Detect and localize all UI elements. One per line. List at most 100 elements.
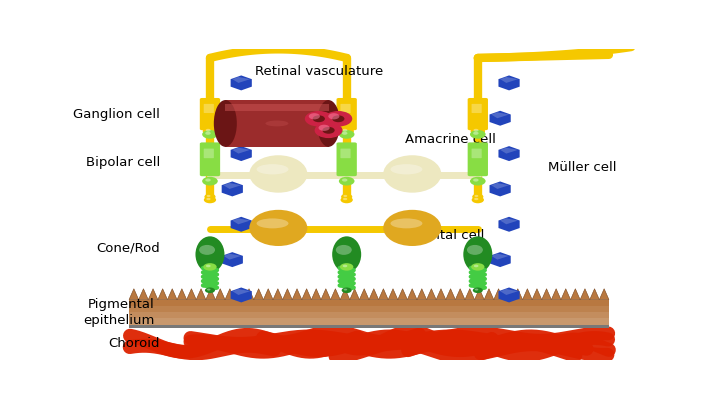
FancyBboxPatch shape xyxy=(204,149,214,158)
Ellipse shape xyxy=(336,245,352,255)
Circle shape xyxy=(318,125,330,131)
Polygon shape xyxy=(561,289,570,300)
Polygon shape xyxy=(233,148,250,153)
Polygon shape xyxy=(408,289,417,300)
Circle shape xyxy=(342,132,348,135)
Polygon shape xyxy=(139,289,148,300)
Polygon shape xyxy=(233,77,250,83)
Polygon shape xyxy=(225,289,235,300)
Bar xyxy=(129,306,609,312)
FancyBboxPatch shape xyxy=(200,98,220,130)
Polygon shape xyxy=(302,289,312,300)
Circle shape xyxy=(472,196,484,203)
Ellipse shape xyxy=(199,245,215,255)
Circle shape xyxy=(323,127,335,134)
Text: Cone/Rod: Cone/Rod xyxy=(96,242,160,255)
Circle shape xyxy=(328,113,339,119)
Circle shape xyxy=(471,127,485,135)
Text: Bipolar cell: Bipolar cell xyxy=(86,156,160,169)
Circle shape xyxy=(204,196,216,203)
Polygon shape xyxy=(513,289,523,300)
Circle shape xyxy=(205,179,211,181)
Polygon shape xyxy=(532,289,541,300)
FancyBboxPatch shape xyxy=(336,143,357,176)
Ellipse shape xyxy=(332,237,361,273)
Circle shape xyxy=(342,288,351,293)
Polygon shape xyxy=(341,289,350,300)
Ellipse shape xyxy=(463,237,492,273)
Polygon shape xyxy=(494,289,503,300)
Ellipse shape xyxy=(390,218,423,228)
Polygon shape xyxy=(223,183,241,189)
Polygon shape xyxy=(230,288,252,303)
Bar xyxy=(129,318,609,324)
Circle shape xyxy=(340,263,354,271)
FancyBboxPatch shape xyxy=(336,98,357,130)
Polygon shape xyxy=(498,288,520,303)
Ellipse shape xyxy=(256,218,289,228)
Circle shape xyxy=(202,177,217,185)
Polygon shape xyxy=(359,289,369,300)
Circle shape xyxy=(339,130,354,139)
Polygon shape xyxy=(206,289,215,300)
Polygon shape xyxy=(230,146,252,161)
Polygon shape xyxy=(503,289,513,300)
FancyBboxPatch shape xyxy=(468,143,488,176)
Circle shape xyxy=(474,195,478,197)
Polygon shape xyxy=(541,289,552,300)
Circle shape xyxy=(339,127,354,135)
Polygon shape xyxy=(498,217,520,232)
Circle shape xyxy=(474,198,478,200)
Text: Müller cell: Müller cell xyxy=(547,161,616,174)
Polygon shape xyxy=(484,289,494,300)
Circle shape xyxy=(473,132,479,135)
FancyBboxPatch shape xyxy=(341,104,351,113)
Polygon shape xyxy=(350,289,359,300)
Polygon shape xyxy=(129,289,139,300)
Circle shape xyxy=(207,195,210,197)
Text: Ganglion cell: Ganglion cell xyxy=(73,108,160,121)
Bar xyxy=(129,300,609,306)
Polygon shape xyxy=(523,289,532,300)
Circle shape xyxy=(342,129,348,132)
Circle shape xyxy=(342,179,348,181)
Polygon shape xyxy=(490,181,510,196)
Circle shape xyxy=(470,130,485,139)
Circle shape xyxy=(203,127,217,135)
Text: Choroid: Choroid xyxy=(108,337,160,350)
Polygon shape xyxy=(446,289,455,300)
Circle shape xyxy=(324,111,352,126)
Circle shape xyxy=(343,264,347,267)
Polygon shape xyxy=(264,289,273,300)
Circle shape xyxy=(339,177,354,185)
Ellipse shape xyxy=(256,164,289,175)
Polygon shape xyxy=(490,111,510,126)
Polygon shape xyxy=(222,111,243,126)
Circle shape xyxy=(341,196,353,203)
Polygon shape xyxy=(233,218,250,224)
Polygon shape xyxy=(222,252,243,267)
Polygon shape xyxy=(222,181,243,196)
Circle shape xyxy=(207,289,210,290)
Polygon shape xyxy=(590,289,599,300)
Ellipse shape xyxy=(214,100,237,147)
Polygon shape xyxy=(426,289,436,300)
Circle shape xyxy=(312,115,325,122)
Circle shape xyxy=(202,130,217,139)
Circle shape xyxy=(205,132,211,135)
Polygon shape xyxy=(498,146,520,161)
Bar xyxy=(129,300,609,324)
Circle shape xyxy=(305,111,333,126)
Circle shape xyxy=(332,115,344,122)
Polygon shape xyxy=(215,289,225,300)
Circle shape xyxy=(206,129,211,132)
Polygon shape xyxy=(500,148,518,153)
FancyBboxPatch shape xyxy=(472,104,482,113)
Polygon shape xyxy=(417,289,426,300)
Circle shape xyxy=(474,289,478,290)
Polygon shape xyxy=(148,289,158,300)
Polygon shape xyxy=(254,289,264,300)
Ellipse shape xyxy=(249,155,307,193)
Polygon shape xyxy=(186,289,197,300)
Polygon shape xyxy=(369,289,379,300)
